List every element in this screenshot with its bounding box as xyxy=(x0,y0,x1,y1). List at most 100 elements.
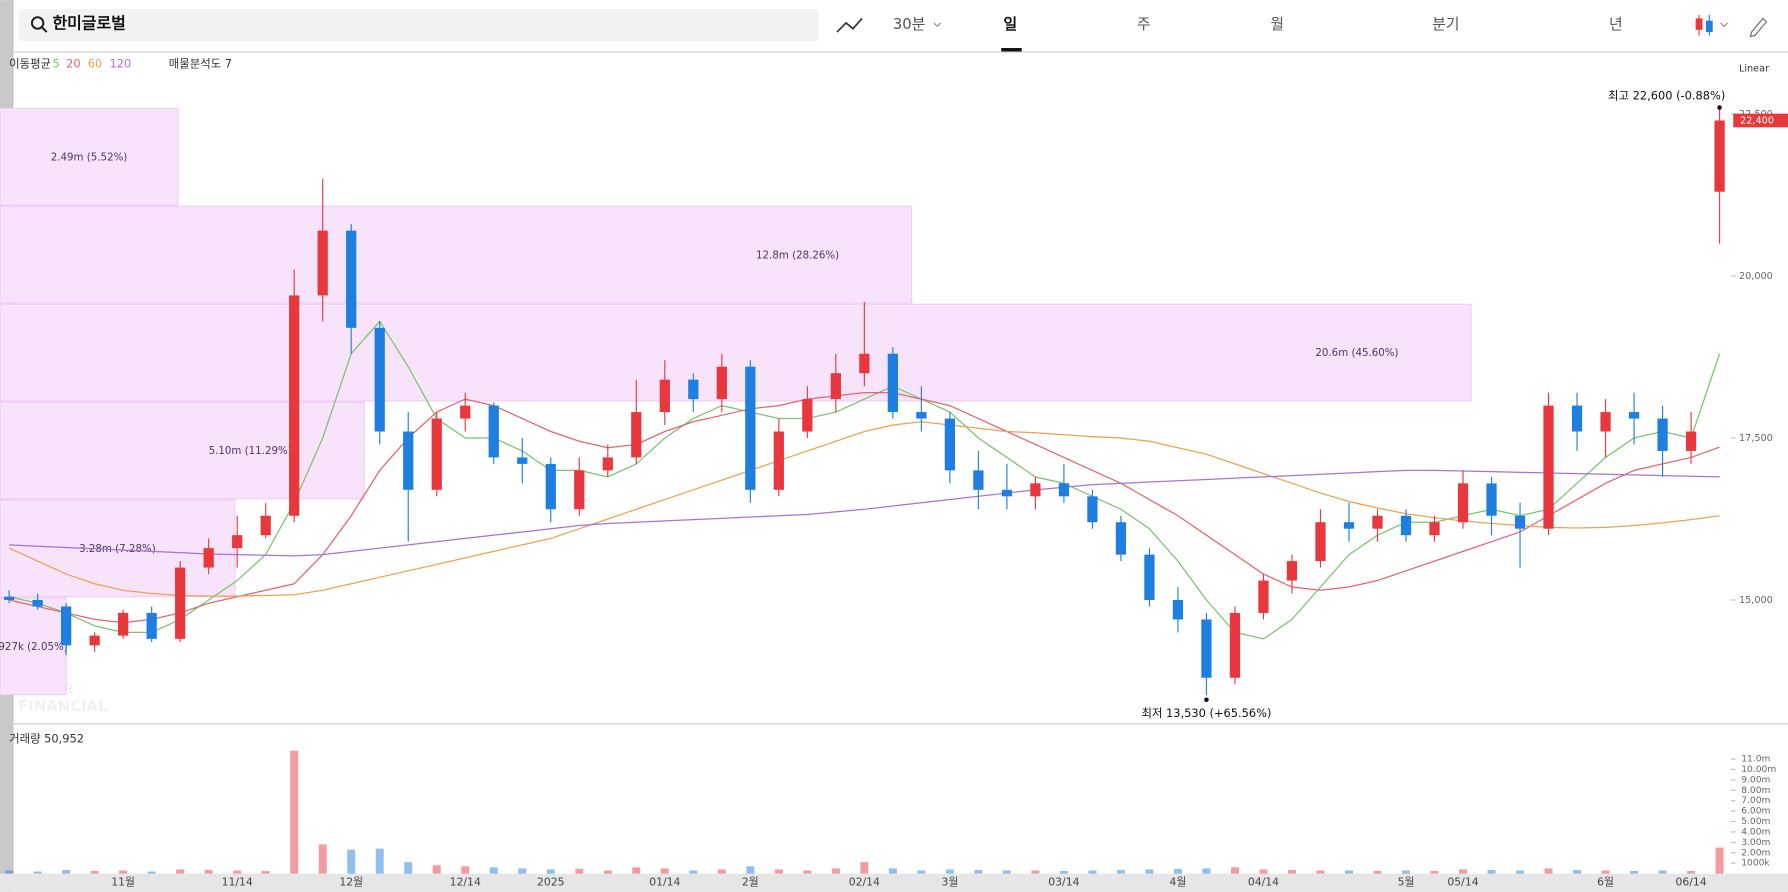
candle-body xyxy=(32,599,43,607)
ma-legend-entry[interactable]: 20 xyxy=(66,56,80,70)
volume-bar xyxy=(831,868,840,874)
candle-body xyxy=(944,418,956,471)
high-label: 최고 22,600 (-0.88%) xyxy=(1608,89,1725,103)
x-tick-label: 05/14 xyxy=(1447,876,1478,889)
candle-body xyxy=(346,230,357,328)
volume-profile-band xyxy=(0,499,236,598)
candle-body xyxy=(1201,619,1212,678)
candle-body xyxy=(574,470,585,510)
volume-bar xyxy=(375,848,384,874)
search-box[interactable] xyxy=(18,9,819,42)
candle-body xyxy=(1600,412,1611,432)
volume-bar xyxy=(1459,869,1468,874)
x-tick-label: 12월 xyxy=(339,876,363,889)
volume-bar xyxy=(1088,870,1097,874)
x-tick-label: 11월 xyxy=(111,876,135,889)
candle-body xyxy=(631,412,642,458)
volume-bar xyxy=(461,866,470,874)
last-price-tag xyxy=(1733,113,1788,128)
candle-body xyxy=(61,606,72,646)
tabs: 일 주 월 분기 년 xyxy=(1003,16,1622,33)
volume-bar xyxy=(318,844,327,874)
interval-select[interactable]: 30분 xyxy=(893,16,925,33)
candle-body xyxy=(1571,405,1583,432)
volume-bar xyxy=(290,750,299,874)
volume-bar xyxy=(204,869,213,874)
volume-bar xyxy=(575,868,584,874)
ma-legend-label[interactable]: 이동평균 xyxy=(9,56,51,70)
candle-body xyxy=(1400,515,1412,536)
volume-tick-label: 11.0m xyxy=(1741,755,1770,765)
volume-bar xyxy=(1202,868,1211,874)
candle-body xyxy=(260,515,271,536)
volume-bar xyxy=(1145,869,1154,874)
volume-bar xyxy=(1715,847,1724,874)
volume-tick-label: 2.00m xyxy=(1741,848,1770,858)
volume-bar xyxy=(1402,870,1410,874)
volume-profile-band xyxy=(0,205,913,304)
volume-bar xyxy=(1544,868,1553,874)
ma-legend-entry[interactable]: 60 xyxy=(88,56,102,70)
indicator-icon[interactable] xyxy=(836,17,863,33)
volume-bar xyxy=(632,867,641,874)
x-tick-label: 12/14 xyxy=(450,876,481,889)
search-icon-handle xyxy=(41,26,48,33)
volume-bar xyxy=(489,867,498,874)
candle-body xyxy=(1714,120,1725,192)
search-icon[interactable] xyxy=(30,16,45,30)
volume-bar xyxy=(1373,871,1382,874)
period-tab[interactable]: 월 xyxy=(1270,16,1284,33)
volume-tick-label: 6.00m xyxy=(1741,807,1770,817)
volume-bar xyxy=(974,869,983,874)
volume-bar xyxy=(233,870,242,874)
period-tab[interactable]: 일 xyxy=(1003,16,1017,33)
tab-underline xyxy=(1001,48,1022,52)
volume-bar xyxy=(147,871,156,874)
period-tab[interactable]: 주 xyxy=(1137,16,1151,33)
ma-legend-entry[interactable]: 120 xyxy=(109,56,131,70)
candle-body xyxy=(203,548,214,568)
chart-layer: 2.49m (5.52%) 12.8m (28.26%) 20.6m (45.60%… xyxy=(0,56,1788,889)
volume-bar xyxy=(803,870,812,874)
period-tab[interactable]: 분기 xyxy=(1432,16,1459,33)
candle-body xyxy=(317,230,328,296)
volume-bar xyxy=(518,868,527,874)
search-text[interactable]: 한미글로벌 xyxy=(52,14,125,33)
volume-bar xyxy=(261,871,270,874)
volume-profile-label: 927k (2.05%) xyxy=(0,641,68,653)
candle-body xyxy=(1514,515,1526,529)
volume-profile-label: 12.8m (28.26%) xyxy=(756,249,839,261)
candle-body xyxy=(1030,483,1041,497)
volume-profile-band xyxy=(0,401,365,500)
volume-bar xyxy=(1116,869,1125,874)
candle-type-icon[interactable] xyxy=(1695,14,1713,36)
low-marker xyxy=(1204,697,1209,703)
candle-body xyxy=(1486,483,1497,516)
candle-body xyxy=(1457,483,1469,523)
period-tab[interactable]: 년 xyxy=(1609,16,1623,33)
volume-legend[interactable]: 거래량 50,952 xyxy=(9,732,84,746)
ma-legend-entry[interactable]: 5 xyxy=(52,56,59,70)
scale-select[interactable]: Linear xyxy=(1739,64,1769,75)
volume-bar xyxy=(917,870,926,874)
volume-bar xyxy=(1230,867,1239,874)
volume-tick-label: 5.00m xyxy=(1741,817,1770,827)
volume-bar xyxy=(1259,869,1268,874)
volume-bar xyxy=(1031,870,1040,874)
profile-legend[interactable]: 매물분석도 7 xyxy=(169,56,232,70)
volume-bar xyxy=(1630,871,1639,874)
candle-body xyxy=(3,596,15,600)
volume-bar xyxy=(347,849,356,874)
candle-body xyxy=(1429,522,1440,536)
candle-body xyxy=(89,635,100,646)
candle-body xyxy=(1543,405,1554,529)
volume-bar xyxy=(689,870,698,874)
volume-bar xyxy=(717,869,726,874)
candle-body xyxy=(916,412,927,419)
icon-body xyxy=(1695,18,1703,30)
volume-bar xyxy=(1344,870,1353,874)
moving-average-line xyxy=(9,469,1720,557)
draw-icon[interactable] xyxy=(1749,17,1768,38)
candle-body xyxy=(716,366,727,400)
